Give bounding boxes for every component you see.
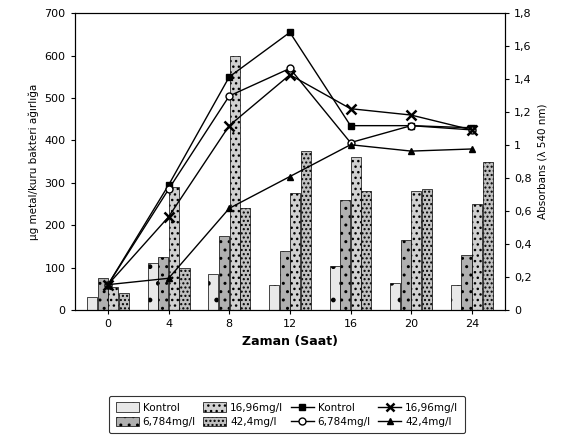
16,96mg/l [468,127,475,132]
Bar [98,278,108,310]
Kontrol [226,74,232,80]
Bar [269,285,279,310]
Kontrol [286,30,293,35]
Bar [351,157,361,310]
Bar [451,285,461,310]
Bar [401,240,411,310]
6,784mg/l [104,282,111,288]
Bar [108,287,118,310]
Y-axis label: µg metal/kuru bakteri ağırlığa: µg metal/kuru bakteri ağırlığa [28,84,39,240]
Bar [362,191,371,310]
Kontrol [408,123,414,128]
16,96mg/l [104,282,111,288]
6,784mg/l [408,123,414,128]
16,96mg/l [347,106,354,111]
Bar [390,283,400,310]
Kontrol [468,125,475,130]
Bar [422,189,432,310]
Bar [280,251,290,310]
42,4mg/l [165,276,172,281]
Bar [329,266,340,310]
42,4mg/l [468,146,475,152]
Bar [87,297,97,310]
Line: 16,96mg/l: 16,96mg/l [103,70,476,290]
Bar [208,274,218,310]
Kontrol [104,282,111,288]
6,784mg/l [226,93,232,99]
Legend: Kontrol, 6,784mg/l, 16,96mg/l, 42,4mg/l, Kontrol, 6,784mg/l, 16,96mg/l, 42,4mg/l: Kontrol, 6,784mg/l, 16,96mg/l, 42,4mg/l,… [110,396,464,433]
Bar [148,264,158,310]
Line: 42,4mg/l: 42,4mg/l [104,141,475,288]
Kontrol [165,183,172,188]
42,4mg/l [347,142,354,148]
Line: Kontrol: Kontrol [104,29,475,288]
Line: 6,784mg/l: 6,784mg/l [104,65,475,288]
Bar [119,293,129,310]
42,4mg/l [226,206,232,211]
Bar [290,194,300,310]
42,4mg/l [286,174,293,179]
Bar [240,208,250,310]
Bar [301,151,311,310]
6,784mg/l [165,187,172,192]
42,4mg/l [104,282,111,288]
Y-axis label: Absorbans (λ 540 nm): Absorbans (λ 540 nm) [537,104,548,219]
Bar [158,257,168,310]
6,784mg/l [468,127,475,132]
X-axis label: Zaman (Saat): Zaman (Saat) [242,334,338,348]
16,96mg/l [408,113,414,118]
Bar [472,204,482,310]
Bar [169,187,179,310]
6,784mg/l [347,140,354,145]
Bar [180,268,189,310]
16,96mg/l [226,123,232,128]
Bar [461,255,471,310]
Bar [483,162,492,310]
42,4mg/l [408,148,414,154]
Bar [340,200,350,310]
16,96mg/l [165,214,172,219]
Bar [230,56,239,310]
Bar [219,236,229,310]
Kontrol [347,123,354,128]
Bar [412,191,421,310]
16,96mg/l [286,72,293,78]
6,784mg/l [286,66,293,71]
